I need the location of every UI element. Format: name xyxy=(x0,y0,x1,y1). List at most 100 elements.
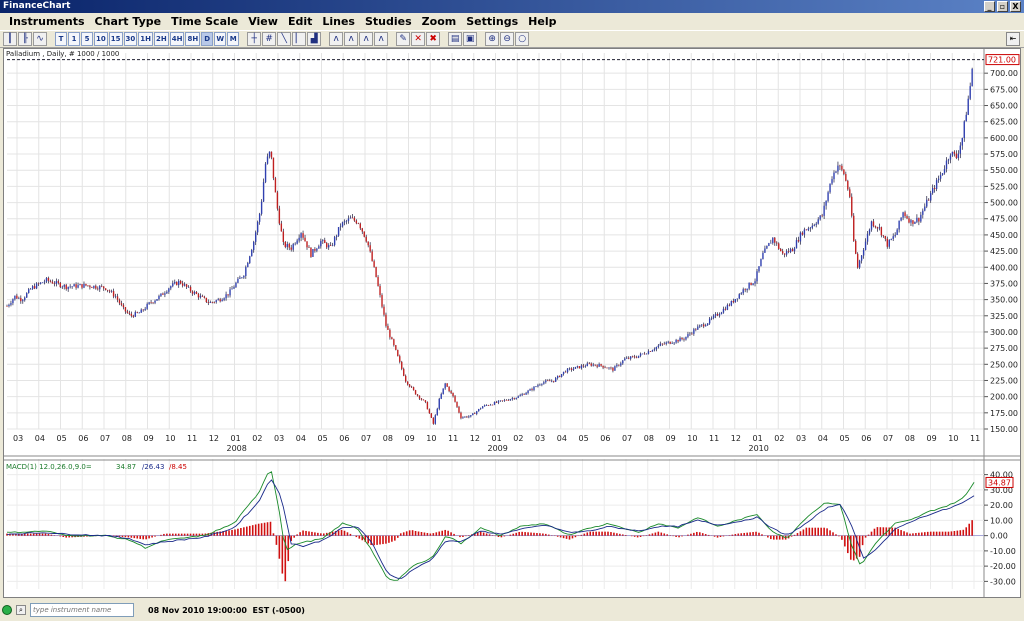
timeframe-8h-button[interactable]: 8H xyxy=(185,32,201,46)
candle-body xyxy=(610,367,612,369)
timeframe-10-button[interactable]: 10 xyxy=(94,32,108,46)
candle-body xyxy=(136,312,138,313)
candle-body xyxy=(616,364,618,367)
timeframe-1h-button[interactable]: 1H xyxy=(138,32,153,46)
candle-body xyxy=(351,217,354,219)
candle-body xyxy=(572,368,575,370)
timeframe-30-button[interactable]: 30 xyxy=(123,32,138,46)
menu-chart-type[interactable]: Chart Type xyxy=(94,15,162,28)
delete-all-icon[interactable]: ✖ xyxy=(426,32,441,46)
candle-body xyxy=(886,238,888,247)
candle-body xyxy=(158,295,160,300)
candle-body xyxy=(872,221,875,227)
timeframe-15-button[interactable]: 15 xyxy=(108,32,123,46)
timeframe-weekly-button[interactable]: W xyxy=(214,32,227,46)
toolbar: ┃ ╟ ∿ T 1 5 10 15 30 1H 2H 4H 8H D W M ┼… xyxy=(0,30,1024,48)
candle-body xyxy=(519,395,521,397)
line-chart-icon[interactable]: ∿ xyxy=(33,32,47,46)
menu-zoom[interactable]: Zoom xyxy=(421,15,457,28)
area-icon[interactable]: ▟ xyxy=(307,32,322,46)
candle-body xyxy=(748,282,750,289)
candle-body xyxy=(643,353,646,355)
timeframe-monthly-button[interactable]: M xyxy=(227,32,240,46)
menu-studies[interactable]: Studies xyxy=(364,15,412,28)
line-draw-icon[interactable]: ╲ xyxy=(277,32,292,46)
candle-body xyxy=(503,399,506,401)
print-icon[interactable]: ▤ xyxy=(448,32,463,46)
candle-body xyxy=(87,285,89,287)
grid-icon[interactable]: # xyxy=(262,32,277,46)
candle-body xyxy=(126,311,129,313)
delete-icon[interactable]: ✕ xyxy=(411,32,426,46)
chart-area[interactable]: 700.00 675.00 650.00 625.00 600.00 575.00 550.… xyxy=(3,48,1021,598)
wave-icon[interactable]: ʌ xyxy=(329,32,344,46)
bar-draw-icon[interactable]: ▏ xyxy=(292,32,307,46)
menu-settings[interactable]: Settings xyxy=(466,15,519,28)
timeframe-4h-button[interactable]: 4H xyxy=(169,32,185,46)
wave3-icon[interactable]: ʌ xyxy=(359,32,374,46)
candle-body xyxy=(507,400,510,401)
candle-body xyxy=(440,394,442,399)
candle-body xyxy=(294,243,296,245)
minimize-button[interactable]: _ xyxy=(984,1,995,12)
candle-body xyxy=(308,247,310,248)
menu-lines[interactable]: Lines xyxy=(322,15,355,28)
candle-body xyxy=(576,366,579,367)
price-tick-label: 450.00 xyxy=(990,231,1018,240)
zoom-out-icon[interactable]: ⊖ xyxy=(500,32,515,46)
menu-instruments[interactable]: Instruments xyxy=(9,15,85,28)
candle-body xyxy=(245,267,247,276)
candle-body xyxy=(819,215,821,220)
zoom-reset-icon[interactable]: ○ xyxy=(515,32,530,46)
instrument-input[interactable] xyxy=(30,603,134,617)
menu-view[interactable]: View xyxy=(248,15,278,28)
candle-body xyxy=(657,345,660,348)
menu-help[interactable]: Help xyxy=(528,15,557,28)
chart-svg[interactable]: 700.00 675.00 650.00 625.00 600.00 575.00 550.… xyxy=(4,49,1020,597)
candle-body xyxy=(395,345,397,350)
candle-body xyxy=(254,232,257,242)
menu-bar: Instruments Chart Type Time Scale View E… xyxy=(0,13,1024,30)
candle-body xyxy=(523,394,525,395)
timeframe-tick-button[interactable]: T xyxy=(55,32,67,46)
candle-body xyxy=(598,364,600,367)
candle-body xyxy=(426,401,429,410)
candle-body xyxy=(533,386,535,390)
search-icon[interactable]: ⌕ xyxy=(16,605,26,615)
price-tick-label: 475.00 xyxy=(990,215,1018,224)
candle-body xyxy=(582,365,585,367)
candle-body xyxy=(935,180,938,189)
candle-body xyxy=(858,260,861,268)
pin-icon[interactable]: ⇤ xyxy=(1006,32,1020,46)
copy-icon[interactable]: ▣ xyxy=(463,32,478,46)
candle-body xyxy=(843,169,845,175)
candle-body xyxy=(884,236,887,239)
wave2-icon[interactable]: ʌ xyxy=(344,32,359,46)
menu-time-scale[interactable]: Time Scale xyxy=(171,15,239,28)
candle-body xyxy=(554,378,557,382)
timeframe-2h-button[interactable]: 2H xyxy=(153,32,169,46)
wave4-icon[interactable]: ʌ xyxy=(374,32,389,46)
menu-edit[interactable]: Edit xyxy=(287,15,313,28)
timeframe-1-button[interactable]: 1 xyxy=(68,32,80,46)
timeframe-5-button[interactable]: 5 xyxy=(81,32,93,46)
candle-body xyxy=(223,298,225,300)
close-button[interactable]: X xyxy=(1010,1,1021,12)
candle-body xyxy=(51,281,54,284)
candlestick-icon[interactable]: ┃ xyxy=(3,32,17,46)
candle-body xyxy=(203,296,206,298)
maximize-button[interactable]: ▫ xyxy=(997,1,1008,12)
zoom-in-icon[interactable]: ⊕ xyxy=(485,32,500,46)
candle-body xyxy=(365,236,367,242)
macd-tick-label: 30.00 xyxy=(990,486,1013,495)
eraser-icon[interactable]: ✎ xyxy=(396,32,411,46)
ohlc-bar-icon[interactable]: ╟ xyxy=(18,32,32,46)
candle-body xyxy=(298,237,300,241)
crosshair-icon[interactable]: ┼ xyxy=(247,32,262,46)
candle-body xyxy=(558,375,561,377)
timeframe-daily-button[interactable]: D xyxy=(201,32,214,46)
price-tick-label: 500.00 xyxy=(990,199,1018,208)
candle-body xyxy=(665,342,667,344)
candle-body xyxy=(606,367,608,369)
candle-body xyxy=(478,408,480,412)
